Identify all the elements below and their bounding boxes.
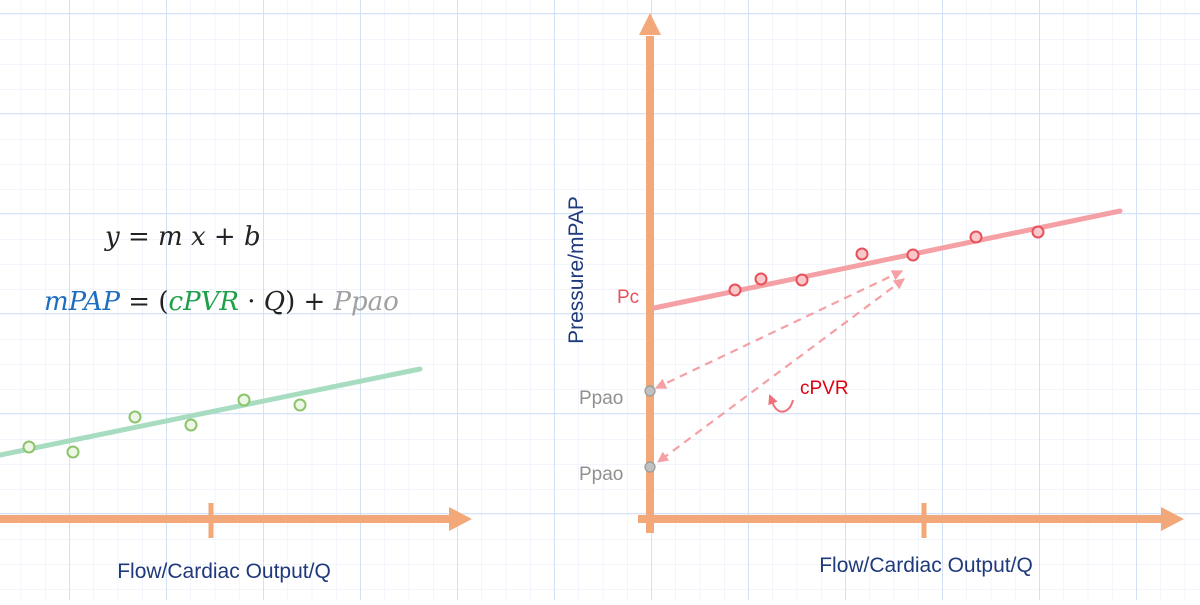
- equation-line-general: y = m x + b: [104, 222, 261, 252]
- data-point: [969, 230, 983, 244]
- right-x-axis-label: Flow/Cardiac Output/Q: [819, 554, 1033, 577]
- equation-line-mpap: mPAP = (cPVR · Q) + Ppao: [44, 287, 399, 317]
- left-x-axis: [0, 503, 472, 538]
- data-point: [855, 247, 869, 261]
- right-y-axis-label: Pressure/mPAP: [565, 196, 588, 344]
- data-point: [795, 273, 809, 287]
- data-point: [1031, 225, 1045, 239]
- arrow-right-icon: [1161, 507, 1184, 531]
- data-point: [237, 393, 251, 407]
- data-point: [293, 398, 307, 412]
- data-point: [128, 410, 142, 424]
- right-chart: Pressure/mPAP Flow/Cardiac Output/Q Pc P…: [565, 13, 1184, 577]
- left-chart: y = m x + b mPAP = (cPVR · Q) + Ppao Flo…: [0, 222, 472, 583]
- data-point: [184, 418, 198, 432]
- right-y-axis: [639, 13, 661, 533]
- ppao-point-upper: [644, 385, 656, 397]
- ppao-label-lower: Ppao: [579, 464, 623, 485]
- left-data-points: [22, 393, 307, 459]
- ppao-point-lower: [644, 461, 656, 473]
- arrow-right-icon: [449, 507, 472, 531]
- right-x-axis: [638, 503, 1184, 538]
- left-fit-line: [0, 366, 423, 458]
- data-point: [22, 440, 36, 454]
- data-point: [906, 248, 920, 262]
- data-point: [754, 272, 768, 286]
- data-point: [66, 445, 80, 459]
- cpvr-label: cPVR: [800, 378, 849, 399]
- pc-label: Pc: [617, 287, 639, 308]
- right-data-points: [728, 225, 1045, 297]
- data-point: [728, 283, 742, 297]
- arrow-up-icon: [639, 13, 661, 35]
- left-x-axis-label: Flow/Cardiac Output/Q: [117, 560, 331, 583]
- ppao-label-upper: Ppao: [579, 388, 623, 409]
- dashed-arrow-lower: [657, 278, 905, 463]
- curved-arrow-icon: [768, 394, 794, 413]
